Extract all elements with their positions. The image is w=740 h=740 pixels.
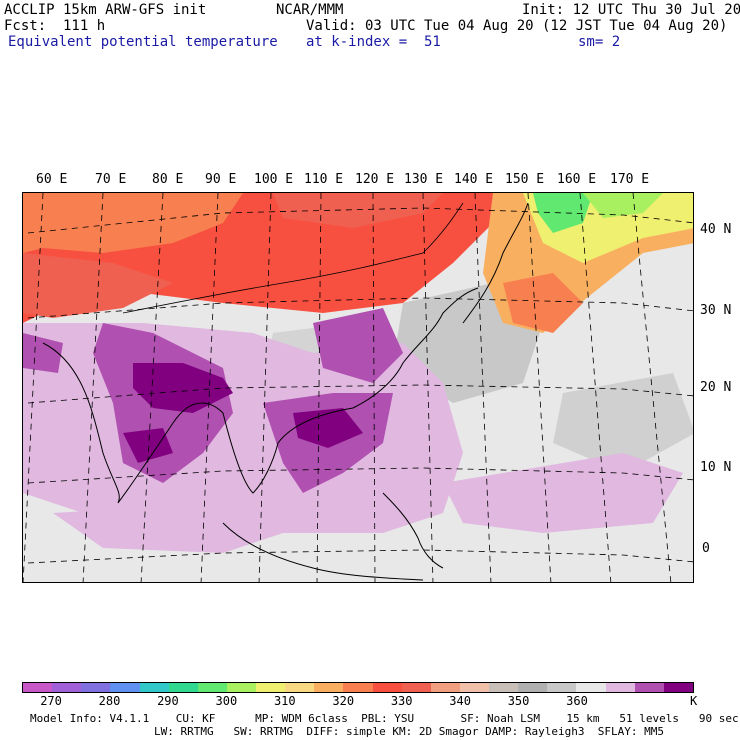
lon-label-80e: 80 E xyxy=(152,172,184,187)
colorbar-swatch xyxy=(168,683,198,692)
colorbar-swatch xyxy=(489,683,519,692)
lon-label-130e: 130 E xyxy=(404,172,444,187)
colorbar-swatch xyxy=(372,683,402,692)
colorbar-swatch xyxy=(518,683,548,692)
field-orange-japan-east xyxy=(503,273,583,333)
colorbar-swatch xyxy=(576,683,606,692)
smoothing: sm= 2 xyxy=(578,34,621,50)
lat-label-10n: 10 N xyxy=(700,460,732,475)
lat-label-30n: 30 N xyxy=(700,303,732,318)
colorbar-swatch xyxy=(197,683,227,692)
colorbar-tick-label: 300 xyxy=(215,694,238,708)
field-purple-central-china xyxy=(313,308,403,383)
colorbar-swatch xyxy=(285,683,315,692)
coastline-philippines xyxy=(382,492,444,569)
colorbar-swatch xyxy=(634,683,664,692)
lon-label-140e: 140 E xyxy=(454,172,494,187)
model-info-line2: LW: RRTMG SW: RRTMG DIFF: simple KM: 2D … xyxy=(154,725,664,738)
colorbar-tick-label: 280 xyxy=(98,694,121,708)
colorbar-swatch xyxy=(547,683,577,692)
model-title: ACCLIP 15km ARW-GFS init xyxy=(4,2,207,18)
institution: NCAR/MMM xyxy=(276,2,344,18)
field-deeppurple-south-china xyxy=(293,408,363,448)
coastline-asia xyxy=(42,287,479,504)
colorbar-swatch xyxy=(430,683,460,692)
lon-label-160e: 160 E xyxy=(557,172,597,187)
lon-label-120e: 120 E xyxy=(355,172,395,187)
forecast-hour: Fcst: 111 h xyxy=(4,18,106,34)
colorbar-swatch xyxy=(663,683,693,692)
colorbar-swatch xyxy=(110,683,140,692)
field-deeppurple-india-south xyxy=(123,428,173,463)
colorbar xyxy=(22,682,694,693)
colorbar-swatch xyxy=(52,683,82,692)
colorbar-swatch xyxy=(256,683,286,692)
theta-e-field xyxy=(23,193,693,582)
colorbar-swatch xyxy=(459,683,489,692)
graticule-10n xyxy=(27,467,693,484)
lat-label-20n: 20 N xyxy=(700,380,732,395)
lon-label-170e: 170 E xyxy=(610,172,650,187)
colorbar-swatch xyxy=(605,683,635,692)
graticule-30n xyxy=(27,297,693,319)
colorbar-tick-label: 320 xyxy=(332,694,355,708)
graticule-0 xyxy=(27,549,693,564)
colorbar-swatch xyxy=(314,683,344,692)
model-info-line1: Model Info: V4.1.1 CU: KF MP: WDM 6class… xyxy=(30,712,739,725)
colorbar-tick-label: 310 xyxy=(273,694,296,708)
border-northern xyxy=(122,202,464,314)
lat-label-40n: 40 N xyxy=(700,222,732,237)
lon-label-100e: 100 E xyxy=(254,172,294,187)
colorbar-tick-label: 270 xyxy=(40,694,62,708)
valid-time: Valid: 03 UTC Tue 04 Aug 20 (12 JST Tue … xyxy=(306,18,728,34)
graticule-20n xyxy=(27,384,693,404)
colorbar-tick-label: 290 xyxy=(157,694,179,708)
field-orange-northwest xyxy=(23,193,243,253)
field-lightgreen-northeast xyxy=(583,193,663,218)
colorbar-swatch xyxy=(226,683,256,692)
colorbar-tick-label: 340 xyxy=(449,694,471,708)
colorbar-swatch xyxy=(139,683,169,692)
lon-label-90e: 90 E xyxy=(205,172,237,187)
colorbar-swatch xyxy=(23,683,53,692)
colorbar-swatch xyxy=(343,683,373,692)
field-deeppurple-bay-of-bengal xyxy=(133,363,233,413)
map-panel xyxy=(22,192,694,583)
lon-label-110e: 110 E xyxy=(304,172,344,187)
field-lightpurple-indian-ocean xyxy=(53,503,283,553)
coastline-indonesia xyxy=(222,522,424,581)
colorbar-tick-label: 350 xyxy=(507,694,530,708)
colorbar-tick-label: 330 xyxy=(390,694,413,708)
lat-label-0: 0 xyxy=(702,541,710,556)
lon-label-70e: 70 E xyxy=(95,172,127,187)
colorbar-unit: K xyxy=(690,694,698,708)
colorbar-swatch xyxy=(401,683,431,692)
level-index: at k-index = 51 xyxy=(306,34,441,50)
lon-label-60e: 60 E xyxy=(36,172,68,187)
lon-label-150e: 150 E xyxy=(505,172,545,187)
coastline-japan xyxy=(462,202,529,324)
field-purple-west xyxy=(23,333,63,373)
field-red-mongolia xyxy=(273,193,443,228)
init-time: Init: 12 UTC Thu 30 Jul 20 xyxy=(522,2,740,18)
field-name: Equivalent potential temperature xyxy=(8,34,278,50)
field-green-northeast xyxy=(533,193,593,233)
graticule xyxy=(23,193,693,582)
colorbar-swatch xyxy=(81,683,111,692)
colorbar-tick-label: 360 xyxy=(566,694,588,708)
